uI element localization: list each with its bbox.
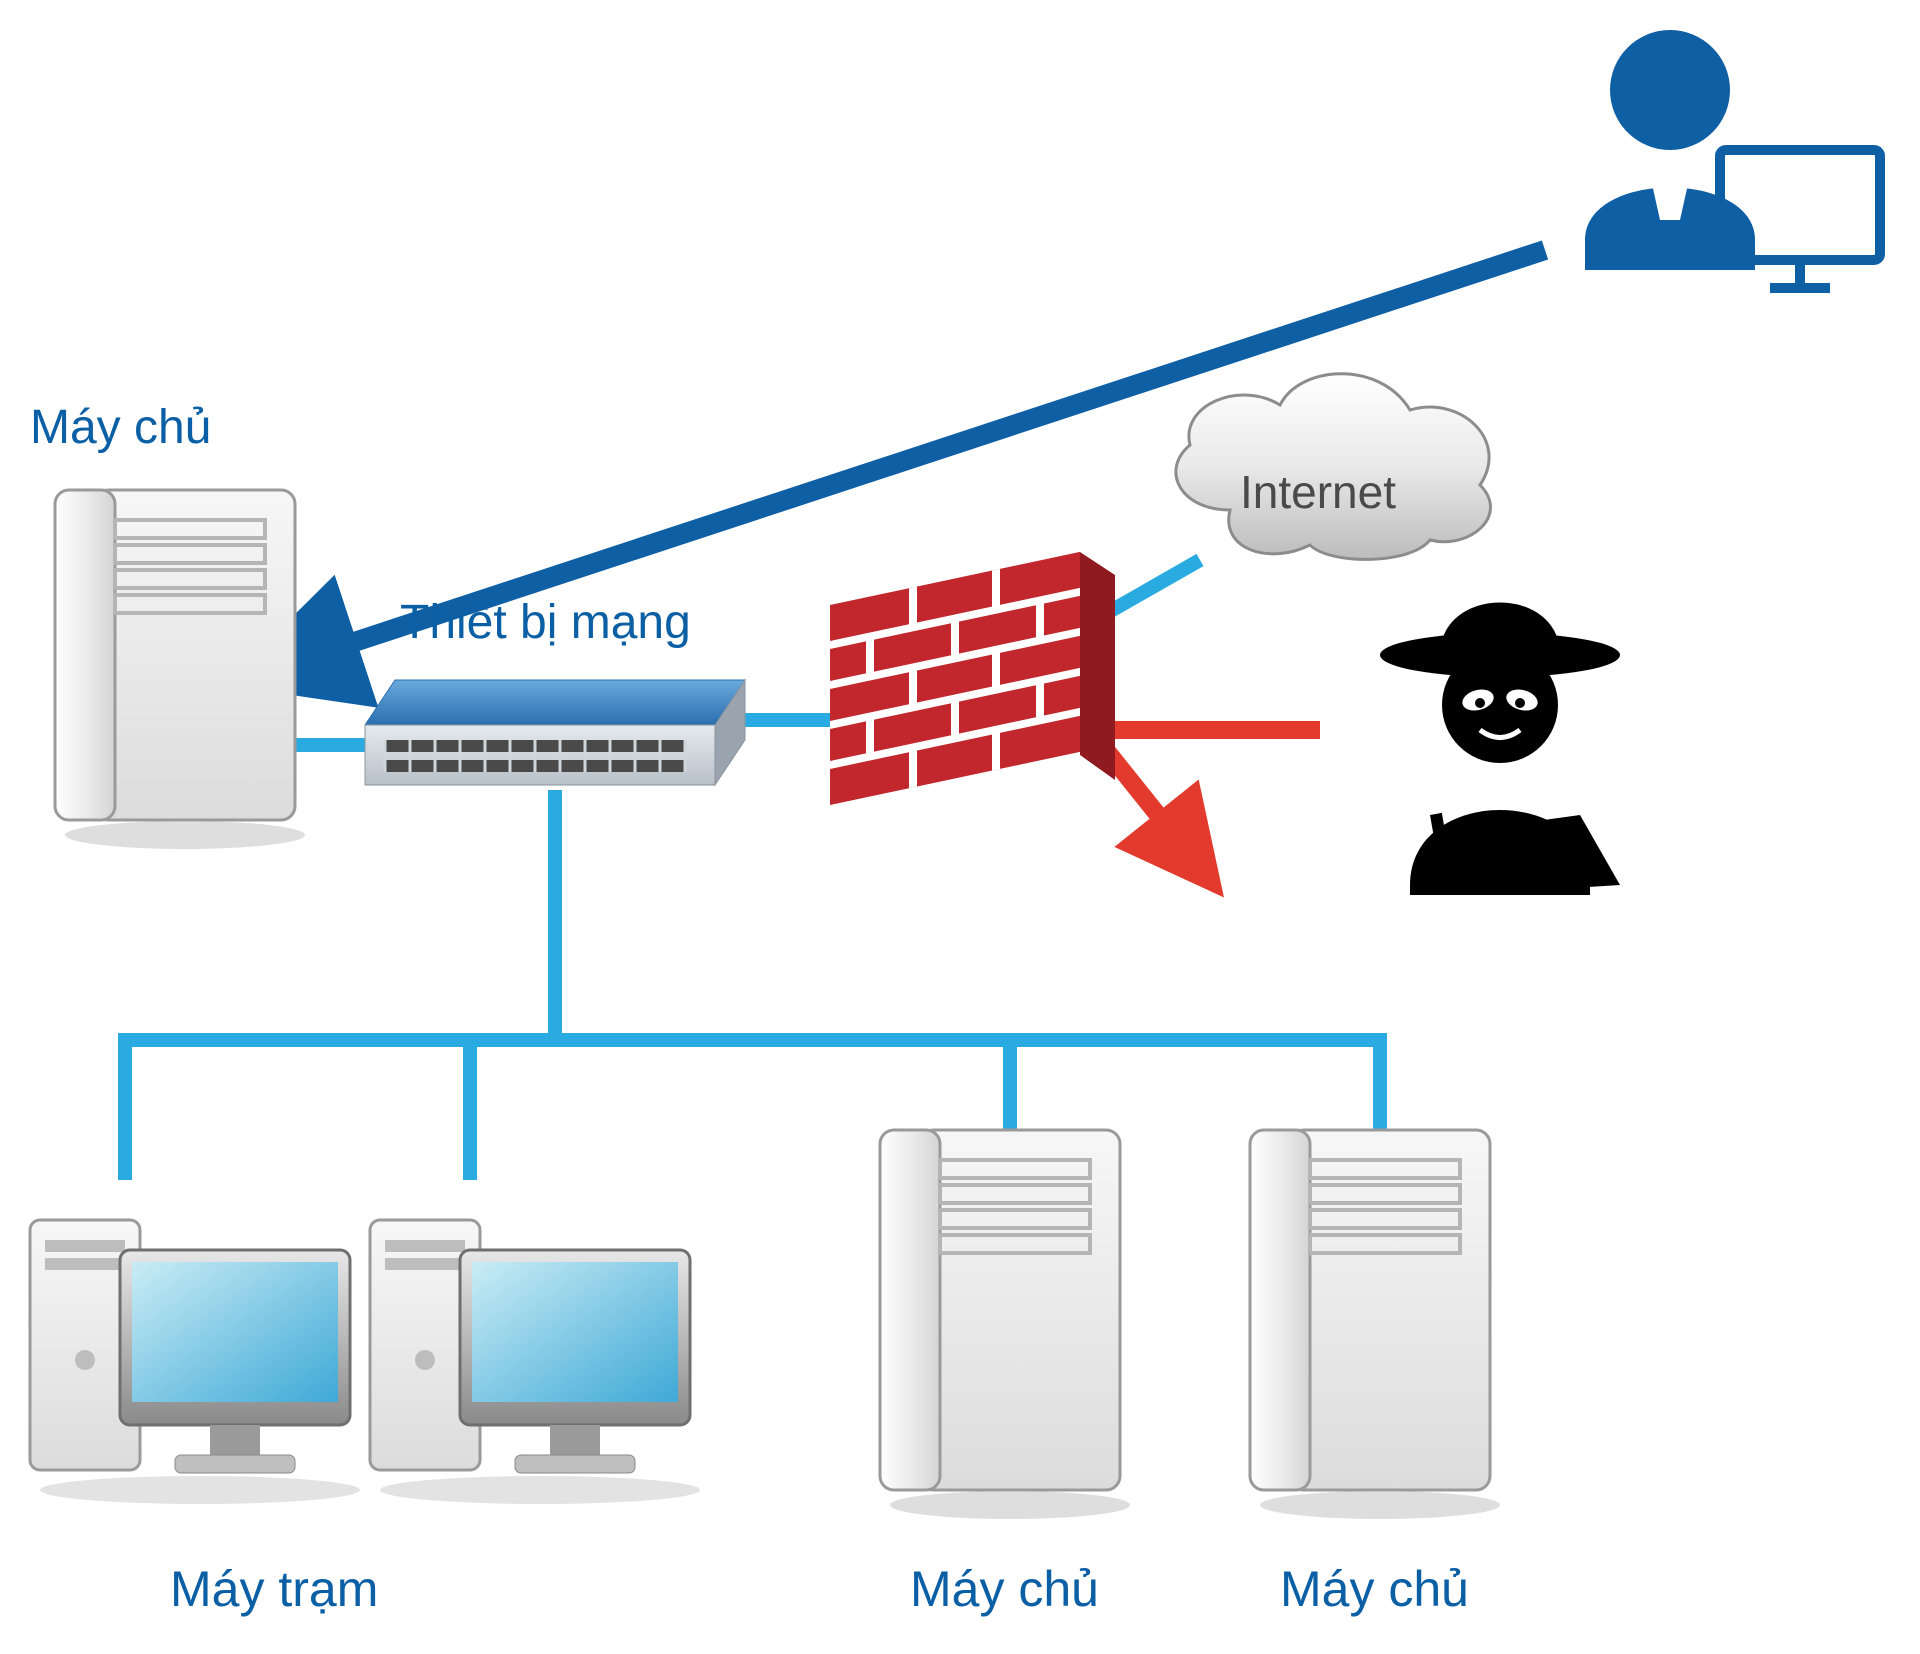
server-bottom-2-icon bbox=[1250, 1130, 1500, 1519]
label-server-top: Máy chủ bbox=[30, 400, 211, 455]
server-bottom-1-icon bbox=[880, 1130, 1130, 1519]
label-workstations: Máy trạm bbox=[170, 1560, 378, 1618]
network-links bbox=[118, 560, 1387, 1180]
label-internet: Internet bbox=[1240, 465, 1396, 519]
diagram-svg bbox=[0, 0, 1920, 1649]
firewall-icon bbox=[830, 552, 1115, 805]
user-icon bbox=[1585, 30, 1880, 288]
label-server-bottom2: Máy chủ bbox=[1280, 1560, 1469, 1618]
label-switch: Thiết bị mạng bbox=[400, 595, 691, 650]
label-server-bottom1: Máy chủ bbox=[910, 1560, 1099, 1618]
hacker-icon bbox=[1380, 603, 1620, 896]
server-main-icon bbox=[55, 490, 305, 849]
hacker-bounce-arrow bbox=[1090, 730, 1320, 830]
workstation-1-icon bbox=[30, 1220, 360, 1504]
network-switch-icon bbox=[365, 680, 745, 785]
network-diagram: Máy chủ Thiết bị mạng Internet Máy trạm … bbox=[0, 0, 1920, 1649]
workstation-2-icon bbox=[370, 1220, 700, 1504]
